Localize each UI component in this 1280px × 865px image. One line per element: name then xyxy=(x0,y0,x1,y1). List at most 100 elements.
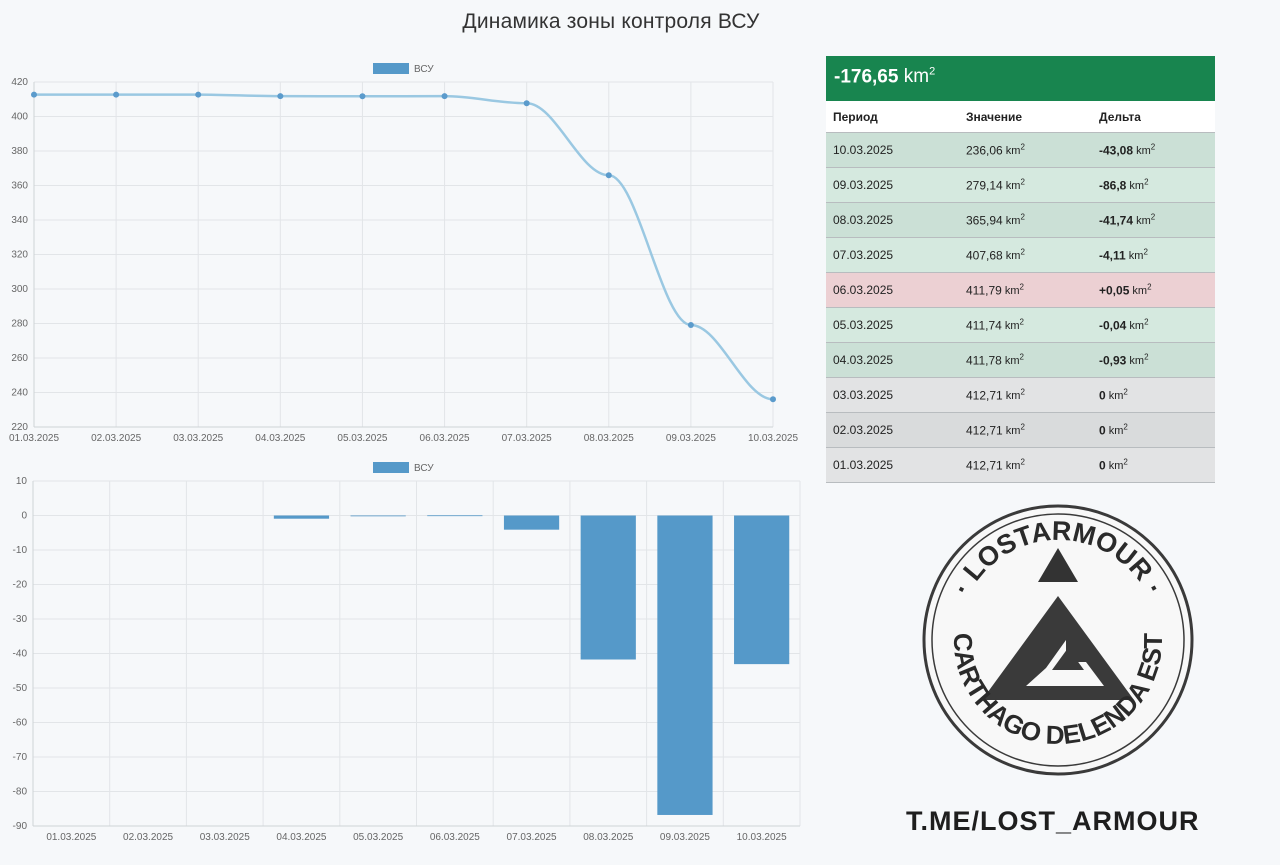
y-tick-label: -60 xyxy=(13,718,28,729)
data-point xyxy=(31,91,37,98)
cell-value: 279,14 km2 xyxy=(959,167,1092,203)
summary-total-unit: km2 xyxy=(903,66,936,88)
cell-delta: +0,05 km2 xyxy=(1092,272,1215,308)
bar xyxy=(427,515,483,517)
summary-total-value: -176,65 xyxy=(834,66,899,88)
cell-delta: -0,04 km2 xyxy=(1092,307,1215,343)
table-row: 07.03.2025 407,68 km2 -4,11 km2 xyxy=(826,237,1215,273)
y-tick-label: 280 xyxy=(11,319,28,330)
data-point xyxy=(359,93,366,100)
y-tick-label: -30 xyxy=(13,614,28,625)
y-tick-label: 400 xyxy=(11,112,28,123)
y-tick-label: 10 xyxy=(16,476,28,487)
legend-swatch xyxy=(373,462,409,473)
logo-large-triangle xyxy=(982,596,1134,700)
page-title: Динамика зоны контроля ВСУ xyxy=(462,10,760,33)
data-point xyxy=(441,93,448,100)
data-point xyxy=(605,172,612,179)
x-tick-label: 06.03.2025 xyxy=(430,832,480,843)
cell-value: 412,71 km2 xyxy=(959,377,1092,413)
y-tick-label: 0 xyxy=(21,511,27,522)
x-tick-label: 06.03.2025 xyxy=(420,433,470,444)
cell-value: 236,06 km2 xyxy=(959,132,1092,168)
table-row: 01.03.2025 412,71 km2 0 km2 xyxy=(826,447,1215,483)
y-tick-label: -40 xyxy=(13,649,28,660)
legend-swatch xyxy=(373,63,409,74)
x-tick-label: 01.03.2025 xyxy=(46,832,96,843)
table-header-row: Период Значение Дельта xyxy=(826,101,1215,133)
y-tick-label: -70 xyxy=(13,752,28,763)
lostarmour-logo: · LOSTARMOUR · CARTHAGO DELENDA EST xyxy=(922,504,1194,776)
y-tick-label: 240 xyxy=(11,388,28,399)
cell-delta: -41,74 km2 xyxy=(1092,202,1215,238)
x-tick-label: 10.03.2025 xyxy=(737,832,787,843)
summary-total: -176,65 km2 xyxy=(834,66,935,88)
x-tick-label: 01.03.2025 xyxy=(9,433,59,444)
table-row: 06.03.2025 411,79 km2 +0,05 km2 xyxy=(826,272,1215,308)
x-tick-label: 03.03.2025 xyxy=(173,433,223,444)
cell-value: 411,74 km2 xyxy=(959,307,1092,343)
y-tick-label: -90 xyxy=(13,821,28,832)
cell-period: 08.03.2025 xyxy=(826,202,959,238)
x-tick-label: 05.03.2025 xyxy=(353,832,403,843)
data-point xyxy=(113,91,120,98)
x-tick-label: 09.03.2025 xyxy=(660,832,710,843)
y-tick-label: -80 xyxy=(13,787,28,798)
bar xyxy=(350,515,406,517)
summary-header: -176,65 km2 xyxy=(826,56,1215,101)
cell-delta: 0 km2 xyxy=(1092,412,1215,448)
table-row: 03.03.2025 412,71 km2 0 km2 xyxy=(826,377,1215,413)
x-tick-label: 08.03.2025 xyxy=(584,433,634,444)
legend-label: ВСУ xyxy=(414,64,434,75)
table-row: 05.03.2025 411,74 km2 -0,04 km2 xyxy=(826,307,1215,343)
x-tick-label: 10.03.2025 xyxy=(748,433,798,444)
y-tick-label: -50 xyxy=(13,683,28,694)
bar xyxy=(273,515,330,519)
cell-period: 06.03.2025 xyxy=(826,272,959,308)
x-tick-label: 04.03.2025 xyxy=(255,433,305,444)
cell-value: 411,79 km2 xyxy=(959,272,1092,308)
cell-period: 09.03.2025 xyxy=(826,167,959,203)
table-row: 04.03.2025 411,78 km2 -0,93 km2 xyxy=(826,342,1215,378)
y-tick-label: 320 xyxy=(11,250,28,261)
cell-period: 01.03.2025 xyxy=(826,447,959,483)
cell-period: 10.03.2025 xyxy=(826,132,959,168)
line-chart: ВСУ 220 240 260 280 300 320 340 360 380 400 420 01.0… xyxy=(9,63,798,444)
bar xyxy=(503,515,560,530)
x-tick-label: 09.03.2025 xyxy=(666,433,716,444)
data-point xyxy=(195,91,202,98)
bar xyxy=(657,515,713,815)
cell-value: 365,94 km2 xyxy=(959,202,1092,238)
x-tick-label: 04.03.2025 xyxy=(276,832,326,843)
cell-value: 412,71 km2 xyxy=(959,447,1092,483)
x-tick-label: 02.03.2025 xyxy=(123,832,173,843)
y-tick-label: 340 xyxy=(11,215,28,226)
y-tick-label: 300 xyxy=(11,284,28,295)
data-point xyxy=(687,321,694,328)
y-tick-label: -20 xyxy=(13,580,28,591)
bar-chart: ВСУ -90 -80 -70 -60 -50 -40 -30 -20 -10 0 10 01.03.2… xyxy=(13,462,801,843)
cell-period: 07.03.2025 xyxy=(826,237,959,273)
cell-delta: 0 km2 xyxy=(1092,447,1215,483)
header-value: Значение xyxy=(959,101,1092,133)
y-tick-label: 360 xyxy=(11,181,28,192)
bar xyxy=(580,515,636,660)
legend-label: ВСУ xyxy=(414,463,434,474)
brand-link[interactable]: T.ME/LOST_ARMOUR xyxy=(906,806,1200,836)
cell-delta: 0 km2 xyxy=(1092,377,1215,413)
logo-small-triangle xyxy=(1038,548,1078,582)
cell-delta: -43,08 km2 xyxy=(1092,132,1215,168)
cell-delta: -0,93 km2 xyxy=(1092,342,1215,378)
data-point xyxy=(523,100,530,107)
cell-value: 411,78 km2 xyxy=(959,342,1092,378)
x-tick-label: 07.03.2025 xyxy=(507,832,557,843)
cell-period: 05.03.2025 xyxy=(826,307,959,343)
header-period: Период xyxy=(826,101,959,133)
x-tick-label: 05.03.2025 xyxy=(337,433,387,444)
cell-period: 02.03.2025 xyxy=(826,412,959,448)
series-line xyxy=(34,93,774,401)
y-tick-label: 380 xyxy=(11,146,28,157)
table-row: 02.03.2025 412,71 km2 0 km2 xyxy=(826,412,1215,448)
logo-inner-ring xyxy=(931,513,1185,767)
table-row: 10.03.2025 236,06 km2 -43,08 km2 xyxy=(826,132,1215,168)
